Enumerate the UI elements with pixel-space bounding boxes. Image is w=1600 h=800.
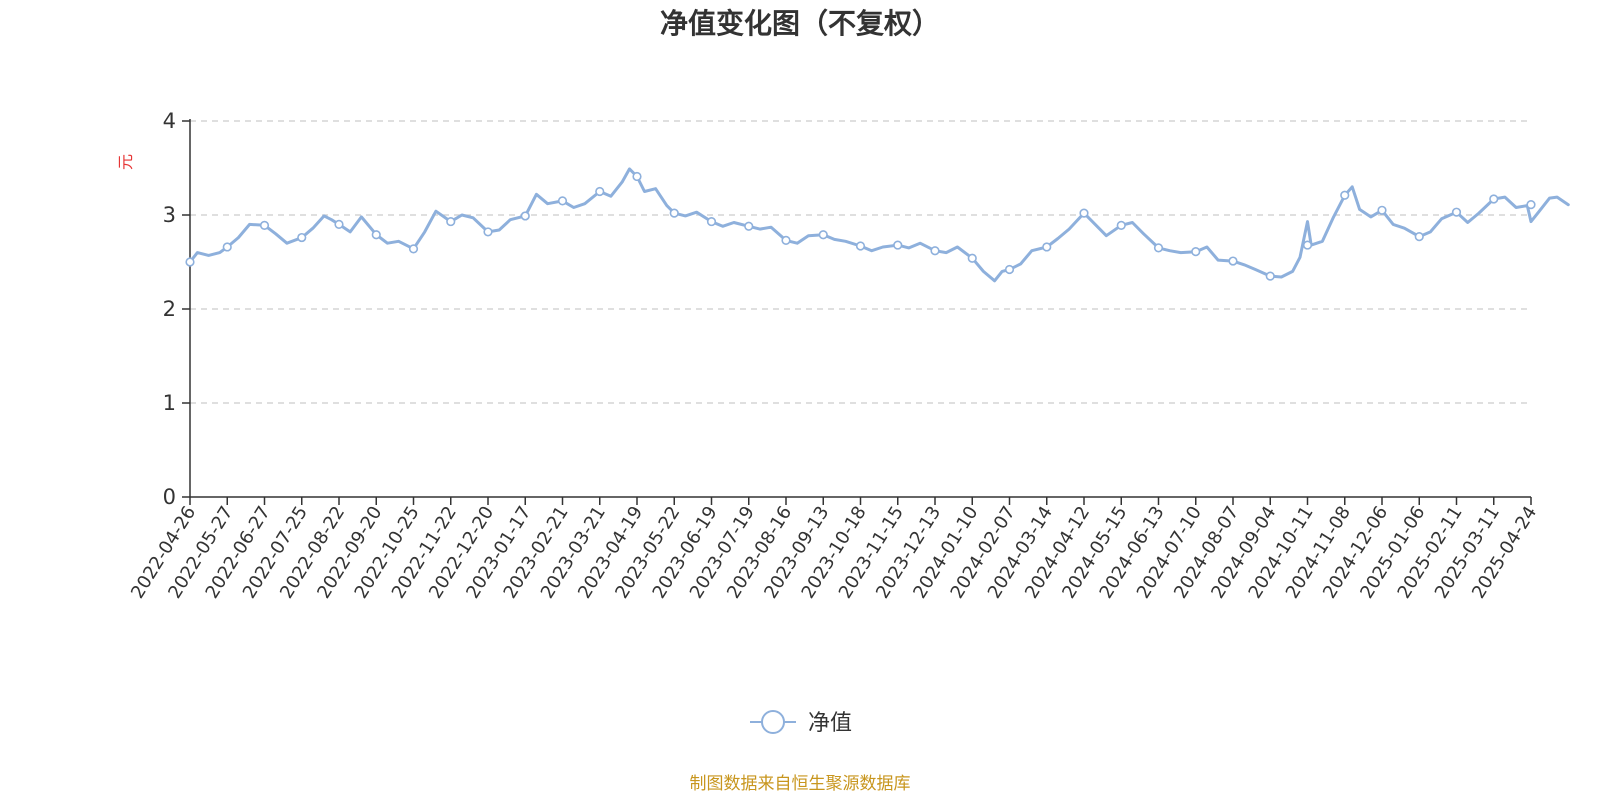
data-point[interactable]: [259, 220, 270, 230]
data-point[interactable]: [669, 208, 679, 218]
y-tick-label: 1: [163, 391, 176, 415]
legend[interactable]: 净值: [750, 710, 852, 736]
x-axis: 2022-04-262022-05-272022-06-272022-07-25…: [127, 496, 1541, 602]
data-point[interactable]: [297, 232, 307, 243]
data-point[interactable]: [1489, 194, 1499, 204]
y-axis-unit-label: 元: [116, 154, 135, 170]
data-point[interactable]: [1153, 243, 1164, 253]
y-tick-label: 2: [163, 297, 176, 321]
y-tick-label: 3: [163, 203, 176, 227]
data-point[interactable]: [222, 242, 232, 252]
series-area: [185, 167, 1570, 283]
data-point[interactable]: [371, 230, 381, 240]
data-point[interactable]: [557, 196, 568, 206]
data-point[interactable]: [446, 216, 456, 227]
data-point[interactable]: [1340, 190, 1350, 200]
data-point[interactable]: [1042, 242, 1052, 252]
data-point[interactable]: [930, 246, 940, 256]
source-note: 制图数据来自恒生聚源数据库: [690, 774, 911, 794]
data-point[interactable]: [706, 216, 717, 227]
legend-circle-icon: [761, 710, 785, 734]
data-point[interactable]: [1526, 200, 1536, 210]
data-point[interactable]: [632, 171, 642, 182]
data-point[interactable]: [1116, 220, 1126, 230]
data-point[interactable]: [1414, 232, 1424, 242]
data-point[interactable]: [1228, 256, 1238, 266]
data-point[interactable]: [818, 230, 828, 240]
data-point[interactable]: [334, 219, 344, 229]
data-point[interactable]: [1191, 247, 1201, 257]
gridlines: [190, 120, 1531, 404]
y-tick-label: 0: [163, 485, 176, 509]
data-point[interactable]: [483, 227, 493, 237]
data-point[interactable]: [893, 240, 903, 250]
data-point[interactable]: [1004, 264, 1015, 275]
y-axis: 0 1 2 3 4: [163, 109, 191, 509]
chart-title: 净值变化图（不复权）: [660, 7, 940, 40]
data-point[interactable]: [1302, 240, 1313, 250]
data-point[interactable]: [408, 244, 419, 254]
data-point[interactable]: [781, 235, 791, 245]
data-point[interactable]: [855, 241, 866, 251]
data-point[interactable]: [967, 253, 977, 263]
data-point[interactable]: [595, 186, 605, 197]
data-point[interactable]: [1377, 205, 1387, 215]
data-point[interactable]: [744, 221, 754, 231]
y-tick-label: 4: [163, 109, 176, 133]
data-point[interactable]: [1079, 208, 1089, 218]
data-point[interactable]: [185, 257, 195, 267]
data-point[interactable]: [520, 211, 530, 221]
legend-label: 净值: [808, 711, 852, 736]
series-line: [188, 167, 1570, 283]
data-point[interactable]: [1451, 207, 1462, 217]
data-point[interactable]: [1265, 271, 1275, 281]
